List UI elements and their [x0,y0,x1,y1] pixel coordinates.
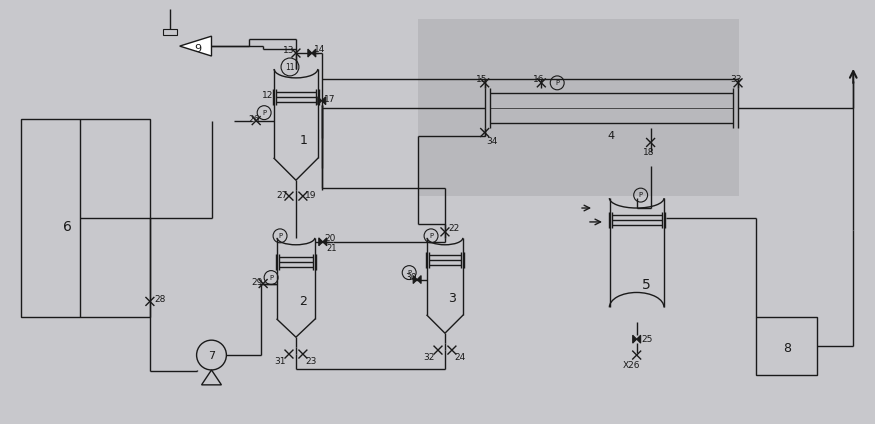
Text: 24: 24 [454,353,466,362]
Text: 9: 9 [194,44,201,54]
Text: 13: 13 [283,46,295,55]
Text: 29: 29 [251,278,262,287]
Text: 32: 32 [424,353,435,362]
Polygon shape [323,238,326,246]
Text: 6: 6 [63,220,72,234]
Text: P: P [278,233,282,239]
Text: 34: 34 [487,137,498,146]
Text: 12: 12 [262,91,274,100]
Text: 30: 30 [405,273,416,282]
Text: 18: 18 [642,148,654,157]
Text: 7: 7 [208,351,215,361]
Text: 26: 26 [248,114,260,124]
Text: 20: 20 [325,234,336,243]
Text: 19: 19 [304,191,317,200]
Text: 16: 16 [534,75,545,84]
Text: P: P [262,110,266,116]
Text: P: P [429,233,433,239]
Text: X26: X26 [623,361,640,370]
Polygon shape [318,238,323,246]
Polygon shape [308,49,312,57]
Text: 33: 33 [730,75,742,84]
Text: 1: 1 [300,134,308,147]
Text: P: P [555,80,559,86]
Polygon shape [318,97,322,105]
Polygon shape [179,36,212,56]
Text: 5: 5 [641,278,650,292]
Text: 3: 3 [448,293,456,305]
Text: 28: 28 [154,296,165,304]
Polygon shape [413,276,417,284]
Text: 22: 22 [448,224,459,233]
Text: 8: 8 [783,342,791,354]
Text: 14: 14 [314,45,326,54]
Bar [21,119,150,317]
Text: 4: 4 [607,131,614,140]
Text: 27: 27 [276,191,288,200]
Polygon shape [312,49,316,57]
Text: 11: 11 [285,64,295,73]
Text: 23: 23 [304,357,316,366]
Bar [756,317,817,375]
Polygon shape [633,335,637,343]
Text: 21: 21 [326,244,337,253]
Bar [163,29,177,35]
Polygon shape [322,97,326,105]
Text: P: P [407,270,411,276]
Polygon shape [417,276,421,284]
Text: 25: 25 [641,335,653,344]
Text: P: P [269,275,273,281]
Text: P: P [639,192,643,198]
Bar [418,19,739,196]
Text: 2: 2 [299,296,307,308]
Text: 31: 31 [274,357,285,366]
Polygon shape [637,335,640,343]
Text: 15: 15 [476,75,487,84]
Text: 17: 17 [324,95,335,104]
